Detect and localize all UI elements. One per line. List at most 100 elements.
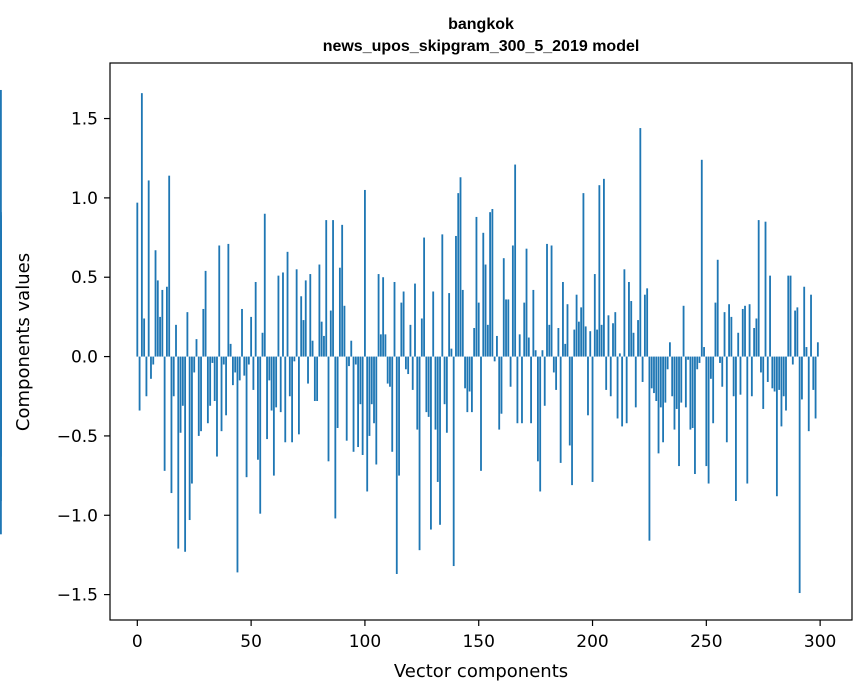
bar: [605, 356, 608, 390]
y-tick-label: −1.0: [57, 506, 98, 526]
bar: [764, 221, 767, 357]
bar: [420, 318, 423, 357]
bar: [327, 356, 330, 462]
bar: [379, 334, 382, 357]
bar: [439, 356, 441, 525]
bar: [673, 356, 676, 430]
bar: [282, 272, 284, 357]
bar: [798, 356, 801, 594]
bar: [375, 356, 378, 465]
bar: [411, 356, 414, 390]
bar: [170, 356, 173, 494]
bar: [591, 356, 594, 482]
bar: [623, 269, 626, 357]
bar: [275, 356, 278, 408]
bar: [434, 356, 437, 430]
plot-frame: [109, 62, 853, 621]
bar: [637, 320, 639, 357]
bar: [698, 356, 701, 363]
bar: [466, 356, 469, 413]
bar: [232, 356, 234, 386]
bar: [703, 347, 705, 357]
bar: [482, 232, 485, 357]
bar: [580, 307, 583, 357]
bar: [432, 291, 435, 357]
bar: [536, 356, 539, 462]
bar: [755, 318, 758, 357]
bar: [773, 356, 776, 392]
bar: [150, 356, 152, 379]
bar: [354, 356, 357, 365]
bar: [366, 356, 369, 492]
bar: [771, 356, 774, 389]
bar: [782, 356, 785, 397]
bar: [332, 220, 334, 357]
bar: [236, 356, 239, 573]
x-tick-label: 100: [349, 632, 381, 652]
bar: [646, 288, 649, 357]
bar: [807, 356, 810, 432]
bar: [598, 185, 601, 357]
bar: [632, 332, 635, 357]
bar: [359, 356, 362, 405]
bar: [675, 356, 678, 409]
y-tick-label: −0.5: [57, 427, 98, 447]
y-tick-label: 0.0: [71, 348, 98, 368]
bar: [596, 329, 598, 357]
bar: [741, 308, 744, 357]
bar: [418, 356, 421, 551]
y-tick-label: 1.0: [71, 189, 98, 209]
bar: [748, 304, 751, 357]
bar: [705, 356, 708, 467]
bar: [302, 320, 305, 357]
bar: [452, 356, 455, 567]
bar: [300, 296, 303, 357]
bar: [136, 202, 139, 357]
bar: [634, 356, 637, 408]
bar: [191, 356, 193, 484]
bar: [329, 310, 332, 357]
bar: [277, 275, 280, 357]
bar: [145, 356, 148, 397]
bar: [589, 331, 592, 357]
bar: [732, 356, 735, 397]
bar: [511, 245, 514, 357]
bar: [687, 356, 690, 360]
bar: [709, 356, 712, 379]
bar: [348, 356, 350, 367]
bar: [459, 177, 462, 357]
bar: [780, 356, 783, 427]
bar: [810, 294, 812, 357]
bar: [491, 208, 494, 357]
bar: [206, 356, 209, 424]
bar: [225, 356, 227, 416]
bar: [407, 356, 410, 375]
bar: [664, 356, 667, 403]
bar: [200, 356, 202, 432]
bar: [197, 356, 200, 436]
bar: [628, 281, 630, 357]
bar: [750, 356, 753, 397]
bar: [156, 280, 159, 357]
bar: [307, 356, 309, 384]
bar: [220, 356, 223, 432]
bar: [245, 356, 248, 478]
bar: [247, 356, 250, 365]
bar: [209, 356, 212, 406]
bar: [368, 356, 371, 436]
bar: [455, 235, 457, 357]
bar: [441, 234, 444, 357]
bar: [402, 291, 405, 357]
bar: [427, 356, 430, 417]
bars-layer: [0, 89, 819, 594]
bar: [338, 267, 341, 357]
bar: [272, 356, 275, 476]
bar: [250, 316, 253, 357]
bar: [263, 213, 266, 357]
bar: [389, 356, 391, 387]
bar: [801, 356, 803, 400]
bar: [805, 347, 808, 357]
bar: [789, 275, 792, 357]
bar: [616, 356, 619, 419]
